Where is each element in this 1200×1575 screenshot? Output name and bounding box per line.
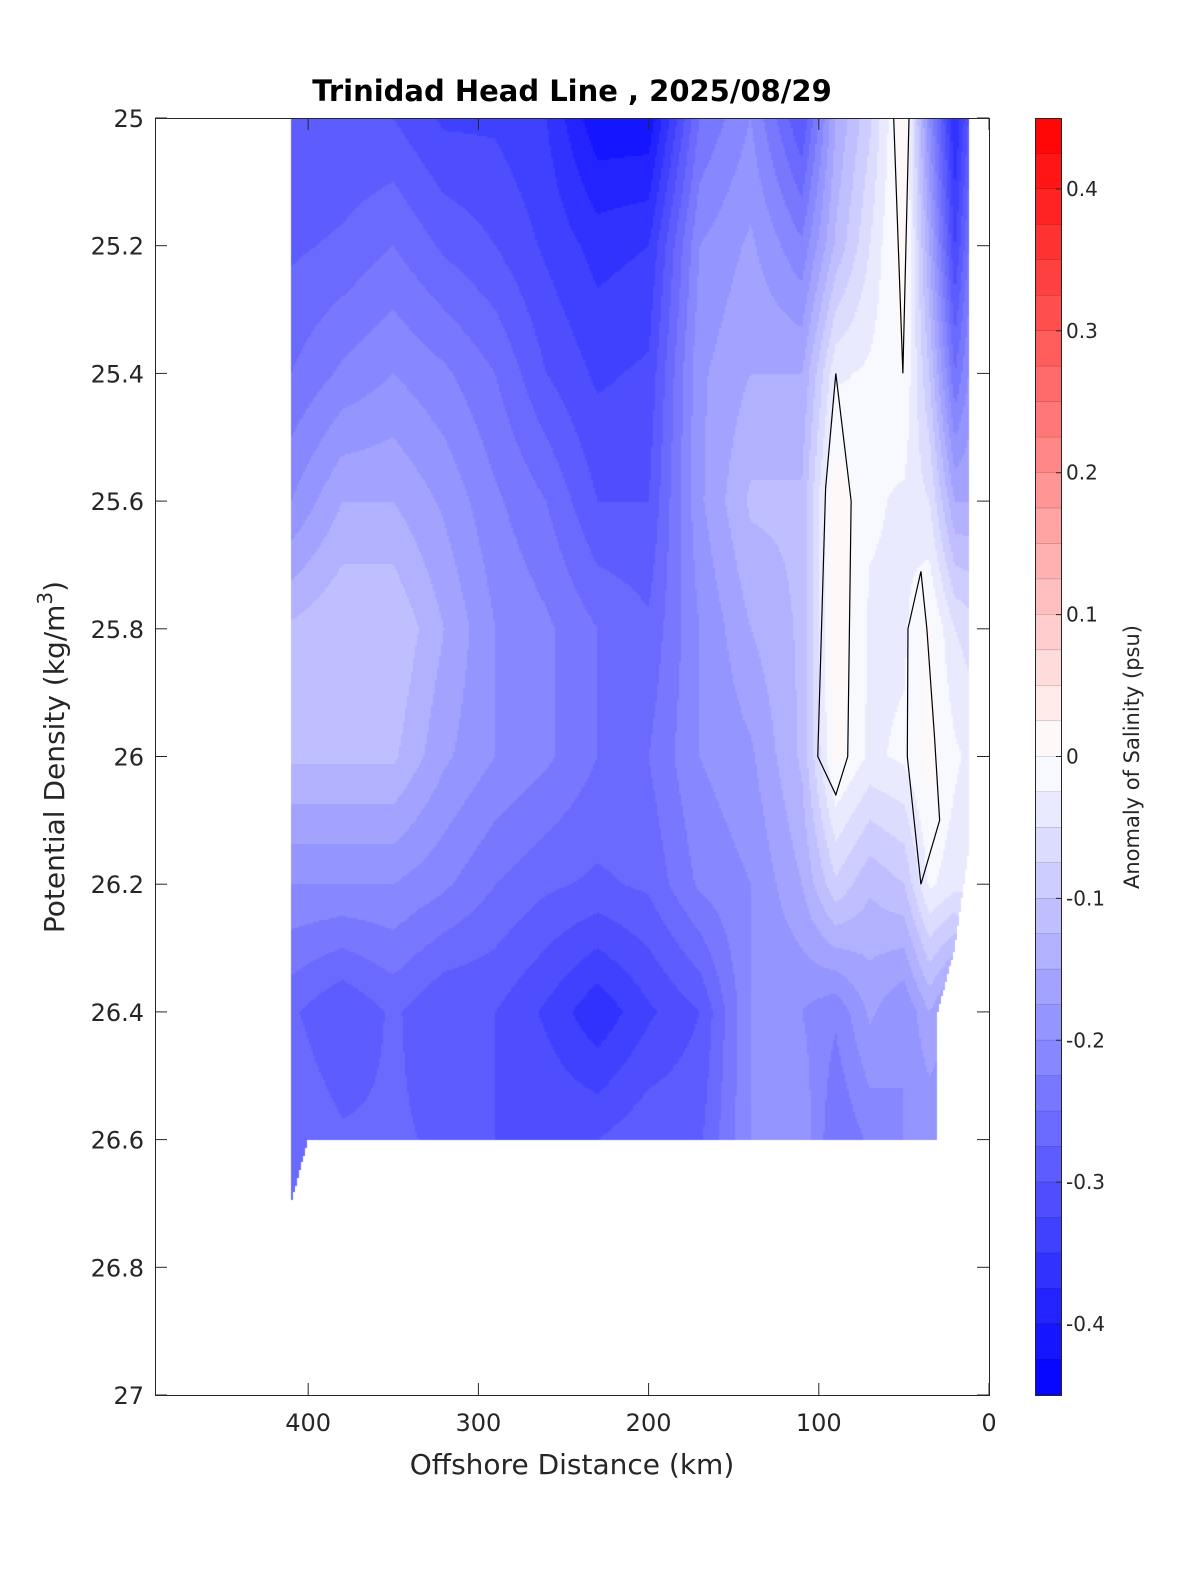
y-axis-label: Potential Density (kg/m3) [33,581,71,933]
y-tick-label: 26.2 [91,871,144,899]
y-axis: 25 25.2 25.4 25.6 25.8 26 26.2 26.4 26.6 26.8 27 [91,105,989,1410]
colorbar-tick-label: 0.4 [1066,177,1098,201]
colorbar-tick-label: 0 [1066,745,1079,769]
colorbar-band [1035,614,1061,651]
colorbar-band [1035,153,1061,190]
colorbar-band [1035,1288,1061,1325]
colorbar-band [1035,721,1061,757]
y-tick-label: 27 [113,1382,144,1410]
colorbar-band [1035,685,1061,722]
zero-contour-line [893,117,910,374]
colorbar-band [1035,898,1061,935]
colorbar-band [1035,1324,1061,1361]
colorbar-band [1035,1040,1061,1077]
colorbar-label: Anomaly of Salinity (psu) [1120,625,1144,889]
colorbar-band [1035,1359,1061,1396]
colorbar-band [1035,650,1061,687]
colorbar-tick-label: -0.3 [1066,1170,1105,1194]
plot-frame [155,118,990,1396]
x-axis: 400 300 200 100 0 [285,118,997,1437]
colorbar-band [1035,188,1061,225]
chart-title: Trinidad Head Line , 2025/08/29 [312,74,832,108]
colorbar-band [1035,295,1061,332]
colorbar-band [1035,1253,1061,1290]
colorbar-tick-label: 0.3 [1066,319,1098,343]
colorbar-band [1035,969,1061,1006]
zero-contour-line [817,373,852,797]
colorbar-band [1035,933,1061,970]
colorbar-band [1035,543,1061,580]
colorbar-band [1035,118,1061,154]
y-tick-label: 25.8 [91,616,144,644]
colorbar-band [1035,472,1061,509]
salinity-anomaly-field [155,118,989,1395]
colorbar-band [1035,1182,1061,1219]
x-axis-label: Offshore Distance (km) [410,1448,735,1481]
colorbar-band [1035,330,1061,367]
colorbar-band [1035,579,1061,616]
colorbar-band [1035,1004,1061,1041]
y-tick-label: 26 [113,744,144,772]
y-tick-label: 25 [113,105,144,133]
y-tick-label: 26.6 [91,1127,144,1155]
colorbar-band [1035,259,1061,296]
zero-contour-line [906,571,941,885]
colorbar-band [1035,437,1061,474]
colorbar: 0.4 0.3 0.2 0.1 0 -0.1 -0.2 -0.3 -0.4 [1035,118,1105,1396]
colorbar-tick-label: 0.2 [1066,461,1098,485]
colorbar-band [1035,862,1061,899]
colorbar-band [1035,1075,1061,1112]
y-tick-label: 26.8 [91,1254,144,1282]
colorbar-band [1035,224,1061,261]
colorbar-tick-label: -0.4 [1066,1312,1105,1336]
x-tick-label: 200 [626,1409,672,1437]
x-tick-label: 400 [285,1409,331,1437]
y-tick-label: 25.4 [91,360,144,388]
x-tick-label: 0 [981,1409,996,1437]
colorbar-band [1035,508,1061,545]
colorbar-tick-label: -0.2 [1066,1028,1105,1052]
colorbar-band [1035,1146,1061,1183]
x-tick-label: 300 [455,1409,501,1437]
y-tick-label: 26.4 [91,999,144,1027]
colorbar-frame [1035,118,1062,1396]
colorbar-tick-label: -0.1 [1066,886,1105,910]
colorbar-band [1035,1217,1061,1254]
colorbar-band [1035,756,1061,793]
colorbar-band [1035,1111,1061,1148]
colorbar-band [1035,791,1061,828]
y-tick-label: 25.6 [91,488,144,516]
colorbar-band [1035,827,1061,864]
x-tick-label: 100 [796,1409,842,1437]
zero-contour-lines [817,117,941,885]
colorbar-band [1035,401,1061,438]
colorbar-tick-label: 0.1 [1066,603,1098,627]
y-tick-label: 25.2 [91,233,144,261]
colorbar-band [1035,366,1061,403]
